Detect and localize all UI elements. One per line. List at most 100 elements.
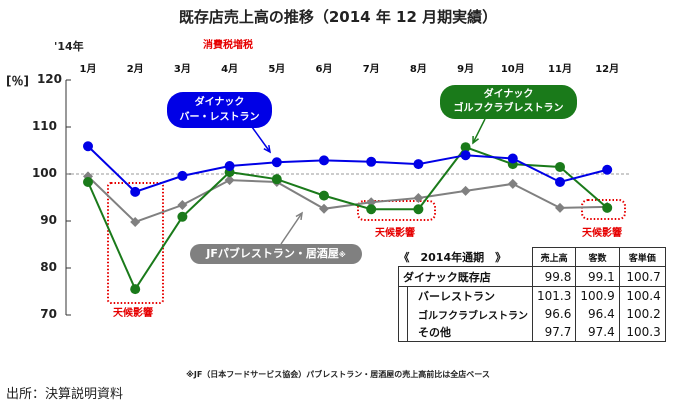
table-title: 《 2014年通期 》: [398, 250, 507, 264]
x-tick-label: 12月: [595, 64, 620, 75]
tax-increase-annotation: 消費税増税: [203, 40, 253, 51]
table-row-label: バーレストラン: [407, 286, 533, 305]
x-tick-label: 1月: [79, 64, 97, 75]
note-mark: ※: [338, 251, 346, 259]
table-cell: 99.8: [531, 266, 577, 287]
table-cell: 99.1: [575, 266, 620, 287]
y-tick-label: 110: [31, 119, 57, 133]
table-indent: [398, 323, 408, 342]
footnote: ※JF（日本フードサービス協会）パブレストラン・居酒屋の売上高前比は全店ベース: [186, 370, 490, 379]
data-point-circle: [177, 211, 188, 222]
data-point-circle: [224, 161, 235, 172]
x-tick-label: 2月: [126, 64, 144, 75]
data-point-circle: [130, 284, 141, 295]
series-line-0: [87, 145, 608, 194]
table-header-avg-spend: 客単価: [618, 247, 666, 267]
label-arrow-golf-restaurant-head: [472, 135, 480, 145]
series-label-line: ゴルフクラブレストラン: [453, 103, 564, 114]
data-point-diamond: [319, 203, 329, 214]
data-point-diamond: [224, 175, 235, 186]
x-tick-label: 3月: [173, 64, 191, 75]
data-point-circle: [602, 202, 613, 213]
table-header-customers: 客数: [575, 247, 620, 267]
year-label: '14年: [54, 40, 84, 53]
data-point-circle: [271, 157, 282, 168]
table-row-label: ゴルフクラブレストラン: [407, 305, 533, 323]
series-label-line: バー・レストラン: [179, 112, 260, 123]
source-note: 出所：決算説明資料: [6, 387, 124, 402]
x-tick-label: 7月: [362, 64, 380, 75]
table-row: バーレストラン 101.3 100.9 100.4: [398, 286, 666, 305]
series-label-line: ダイナック: [483, 89, 534, 100]
data-point-circle: [460, 142, 471, 153]
x-tick-label: 5月: [268, 64, 286, 75]
data-point-circle: [271, 174, 282, 185]
data-point-circle: [319, 155, 329, 166]
table-cell: 100.3: [618, 323, 666, 342]
table-cell: 100.7: [618, 266, 666, 287]
series-label-text: JFパブレストラン・居酒屋: [206, 247, 339, 260]
data-point-diamond: [177, 200, 188, 211]
weather-box-feb: [107, 182, 164, 304]
x-tick-label: 4月: [221, 64, 239, 75]
table-row-label: ダイナック既存店: [398, 266, 533, 287]
y-tick-label: 120: [36, 72, 62, 86]
table-cell: 100.4: [618, 286, 666, 305]
data-point-circle: [460, 150, 471, 161]
x-tick-label: 6月: [315, 64, 333, 75]
data-point-circle: [130, 186, 141, 197]
y-axis-unit: [％]: [6, 74, 29, 88]
data-point-circle: [177, 170, 188, 181]
data-point-circle: [83, 176, 93, 187]
data-point-circle: [319, 190, 329, 201]
table-cell: 100.2: [618, 305, 666, 323]
weather-box-jul-aug: [357, 200, 436, 221]
y-tick-label: 100: [31, 166, 57, 180]
data-point-diamond: [555, 202, 565, 213]
x-tick-label: 11月: [548, 64, 572, 75]
label-arrow-jf-pub-head: [295, 211, 303, 221]
y-tick-label: 80: [40, 260, 57, 274]
data-point-circle: [366, 204, 377, 215]
data-point-circle: [366, 156, 377, 167]
table-cell: 97.7: [531, 323, 577, 342]
table-indent: [398, 305, 408, 323]
series-label-golf-restaurant: ダイナック ゴルフクラブレストラン: [440, 85, 577, 119]
data-point-circle: [507, 153, 518, 164]
table-row: その他 97.7 97.4 100.3: [398, 323, 666, 342]
data-point-circle: [413, 159, 424, 170]
weather-impact-label-feb: 天候影響: [113, 308, 153, 319]
data-point-diamond: [130, 216, 141, 227]
annual-summary-table: 《 2014年通期 》 売上高 客数 客単価 ダイナック既存店 99.8 99.…: [398, 247, 666, 342]
table-row: ゴルフクラブレストラン 96.6 96.4 100.2: [398, 305, 666, 323]
weather-impact-label-jul-aug: 天候影響: [375, 228, 415, 239]
data-point-circle: [555, 176, 565, 187]
label-arrow-bar-restaurant-head: [263, 144, 272, 154]
data-point-diamond: [413, 192, 424, 203]
label-arrow-bar-restaurant: [251, 126, 271, 153]
table-row: ダイナック既存店 99.8 99.1 100.7: [398, 266, 666, 287]
x-tick-label: 9月: [457, 64, 475, 75]
data-point-circle: [602, 164, 613, 175]
table-header-row: 《 2014年通期 》 売上高 客数 客単価: [398, 247, 666, 267]
x-tick-label: 10月: [500, 64, 525, 75]
table-cell: 96.6: [531, 305, 577, 323]
weather-box-dec: [581, 199, 626, 220]
series-label-bar-restaurant: ダイナック バー・レストラン: [167, 92, 272, 128]
chart-title: 既存店売上高の推移（2014 年 12 月期実績）: [178, 8, 498, 26]
label-arrow-golf-restaurant: [472, 118, 486, 144]
data-point-circle: [555, 161, 565, 172]
data-point-diamond: [507, 178, 518, 189]
weather-impact-label-dec: 天候影響: [582, 228, 622, 239]
series-label-jf-pub: JFパブレストラン・居酒屋※: [190, 244, 362, 264]
table-cell: 101.3: [531, 286, 577, 305]
table-cell: 100.9: [575, 286, 620, 305]
series-line-1: [87, 146, 608, 292]
table-indent: [398, 286, 408, 305]
table-row-label: その他: [407, 323, 533, 342]
table-cell: 97.4: [575, 323, 620, 342]
data-point-diamond: [366, 197, 377, 208]
label-arrow-jf-pub: [280, 212, 303, 245]
data-point-circle: [83, 141, 93, 152]
